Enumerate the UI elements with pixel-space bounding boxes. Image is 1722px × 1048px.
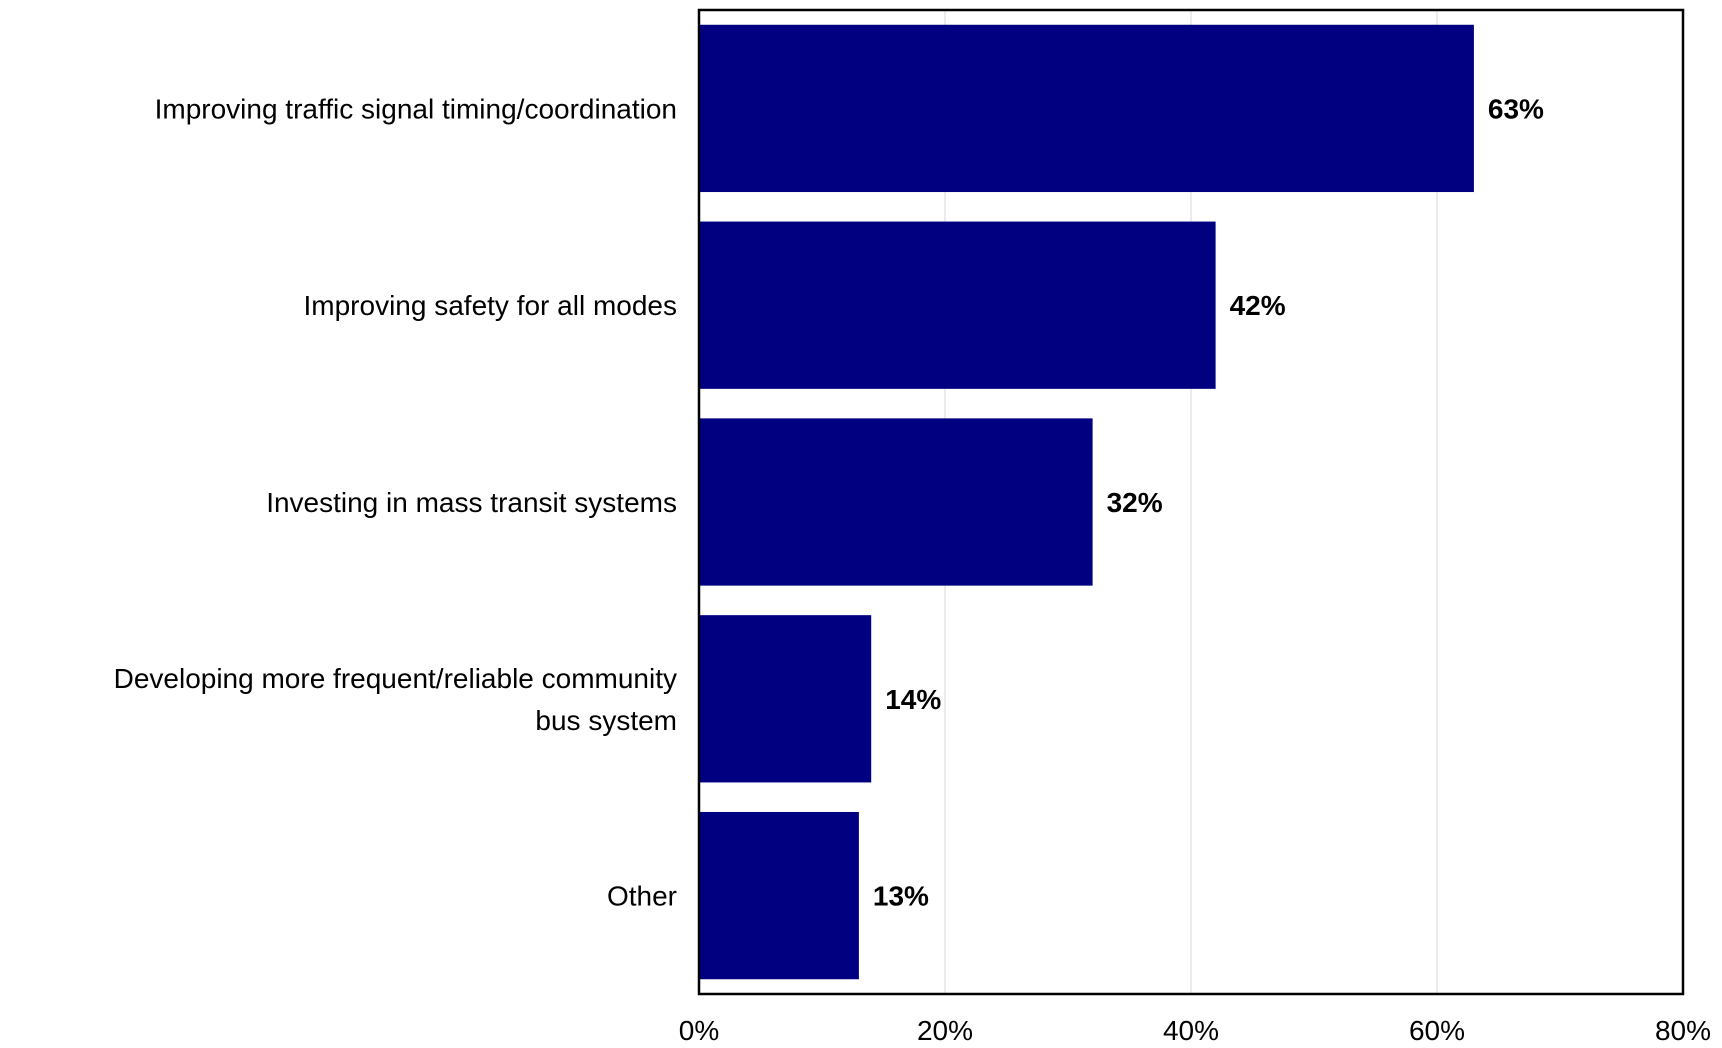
category-label-line: Improving traffic signal timing/coordina… [155,93,677,124]
category-label-line: Improving safety for all modes [304,290,678,321]
category-label-line: Investing in mass transit systems [266,487,677,518]
category-label: Other [607,881,677,912]
category-label: Improving traffic signal timing/coordina… [155,93,677,124]
bar [699,418,1093,586]
x-axis-tick-labels: 0% 20% 40% 60% 80% [679,1015,1711,1046]
x-tick-label: 60% [1409,1015,1465,1046]
bar-value-label: 42% [1230,290,1286,321]
category-label-line: bus system [535,705,677,736]
value-labels: 63% 42% 32% 14% 13% [873,93,1544,911]
category-label: Investing in mass transit systems [266,487,677,518]
bar-value-label: 14% [885,684,941,715]
bar [699,615,872,783]
category-label-line: Developing more frequent/reliable commun… [114,663,677,694]
x-tick-label: 80% [1655,1015,1711,1046]
plot-frame [697,8,1685,996]
bar [699,24,1474,193]
category-label: Improving safety for all modes [304,290,678,321]
category-label-line: Other [607,881,677,912]
bars [699,24,1474,980]
bar-value-label: 13% [873,881,929,912]
bar [699,221,1216,389]
category-labels: Improving traffic signal timing/coordina… [114,93,677,911]
category-label: Developing more frequent/reliable commun… [114,663,677,736]
bar [699,811,859,980]
bar-value-label: 32% [1107,487,1163,518]
x-tick-label: 40% [1163,1015,1219,1046]
bar-value-label: 63% [1488,93,1544,124]
x-tick-label: 0% [679,1015,719,1046]
x-tick-label: 20% [917,1015,973,1046]
